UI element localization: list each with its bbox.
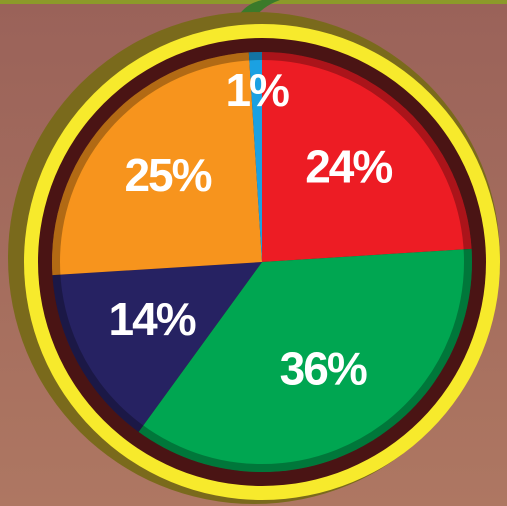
pie-slice <box>262 52 472 262</box>
slice-label: 24% <box>305 140 392 192</box>
pie-slice <box>52 262 263 432</box>
slice-label: 1% <box>225 64 289 116</box>
slice-label: 36% <box>280 343 367 395</box>
top-border <box>0 0 507 4</box>
slice-label: 25% <box>124 149 211 201</box>
pie-slice <box>248 52 262 262</box>
slice-label: 14% <box>109 293 196 345</box>
pie-slice <box>138 248 472 472</box>
pie-edge-shade <box>52 52 472 472</box>
pie-slice <box>52 52 262 276</box>
labels: 24% 36% 14% 25% 1% <box>109 64 395 395</box>
pie <box>52 52 472 472</box>
